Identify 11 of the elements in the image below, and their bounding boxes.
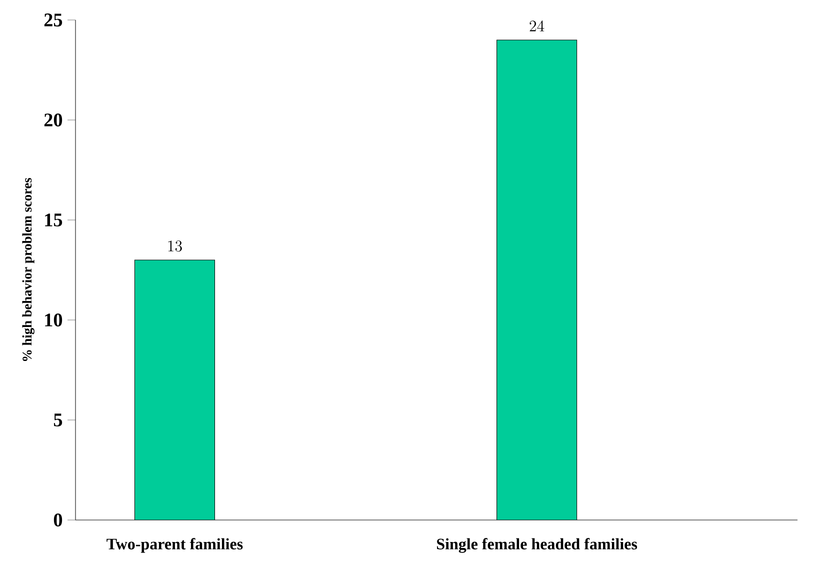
y-tick-label: 20 <box>44 114 62 126</box>
x-tick-label: Two-parent families <box>106 538 243 553</box>
y-tick-label: 10 <box>45 314 62 326</box>
data-label: 24 <box>530 20 544 32</box>
y-tick-label: 25 <box>44 14 62 26</box>
y-tick-label: 15 <box>45 214 62 226</box>
data-label: 13 <box>168 240 182 252</box>
x-tick-label: Single female headed families <box>437 538 638 553</box>
y-axis-title: % high behavior problem scores <box>22 178 34 361</box>
y-tick-label: 0 <box>54 514 62 526</box>
y-tick-label: 5 <box>54 414 62 426</box>
